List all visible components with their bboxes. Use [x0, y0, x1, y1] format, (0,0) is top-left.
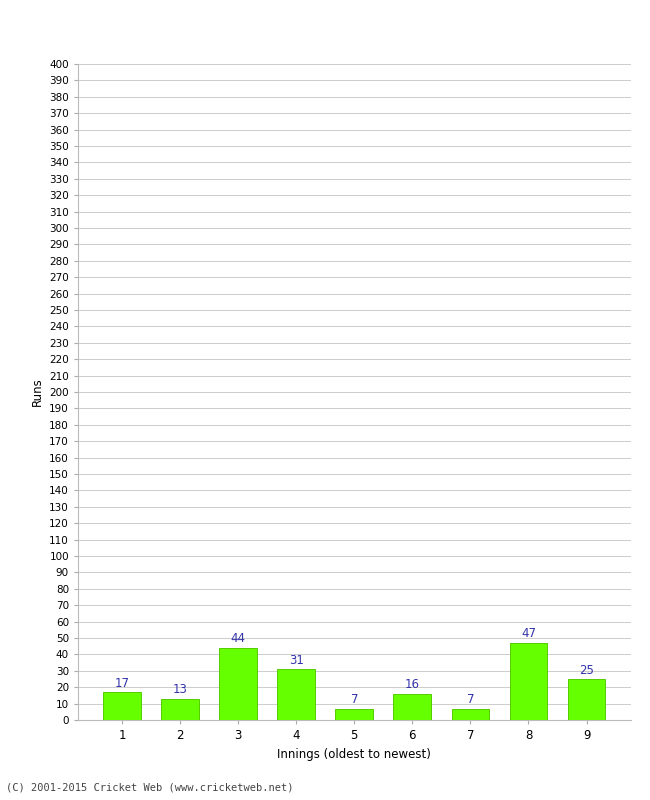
Text: 16: 16 — [405, 678, 420, 691]
Text: 13: 13 — [173, 683, 187, 696]
Bar — [510, 643, 547, 720]
Text: (C) 2001-2015 Cricket Web (www.cricketweb.net): (C) 2001-2015 Cricket Web (www.cricketwe… — [6, 782, 294, 792]
Y-axis label: Runs: Runs — [31, 378, 44, 406]
Bar — [452, 709, 489, 720]
Bar — [335, 709, 373, 720]
Bar — [161, 698, 199, 720]
Text: 31: 31 — [289, 654, 304, 666]
Text: 44: 44 — [231, 632, 246, 646]
Text: 47: 47 — [521, 627, 536, 641]
Text: 17: 17 — [114, 677, 129, 690]
Text: 25: 25 — [579, 663, 594, 677]
Bar — [393, 694, 431, 720]
X-axis label: Innings (oldest to newest): Innings (oldest to newest) — [278, 747, 431, 761]
Bar — [567, 679, 605, 720]
Text: 7: 7 — [350, 693, 358, 706]
Bar — [219, 648, 257, 720]
Text: 7: 7 — [467, 693, 474, 706]
Bar — [278, 669, 315, 720]
Bar — [103, 692, 141, 720]
